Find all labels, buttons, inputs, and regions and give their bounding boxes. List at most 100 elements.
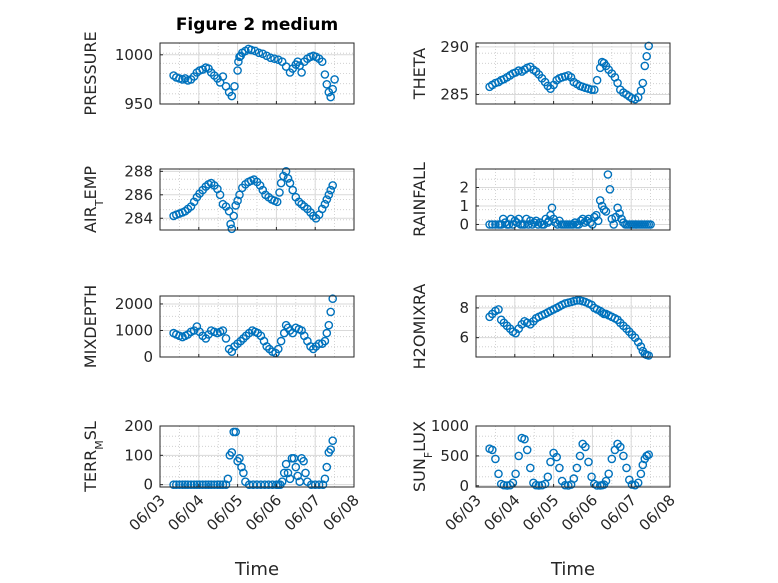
data-point: [636, 86, 646, 95]
data-point: [171, 480, 181, 490]
data-point: [485, 220, 494, 229]
data-point: [195, 480, 204, 490]
data-point: [209, 480, 219, 490]
data-point: [227, 224, 237, 234]
data-point: [599, 205, 609, 214]
data-point: [317, 57, 327, 67]
axes-box: [159, 425, 355, 488]
data-point: [233, 196, 242, 205]
data-point: [575, 451, 585, 461]
x-tick-label: 06/03: [126, 491, 169, 534]
data-point: [494, 305, 503, 314]
y-tick-label: 285: [440, 85, 469, 103]
data-point: [572, 463, 582, 473]
data-point: [227, 91, 237, 101]
data-point: [322, 328, 332, 338]
y-tick-label: 1: [459, 197, 469, 215]
y-tick-label: 0: [459, 215, 469, 233]
data-point: [526, 463, 535, 473]
x-axis-label: Time: [550, 559, 595, 580]
data-point: [644, 41, 654, 51]
data-point: [642, 52, 652, 61]
data-point: [601, 476, 611, 486]
data-point: [324, 320, 334, 330]
data-point: [204, 480, 213, 490]
data-point: [215, 480, 225, 490]
data-point: [317, 339, 327, 349]
data-point: [318, 480, 328, 490]
data-point: [201, 480, 211, 490]
data-point: [616, 442, 625, 452]
data-point: [254, 48, 264, 58]
y-axis-label: PRESSURE: [81, 31, 100, 115]
data-point: [566, 73, 576, 82]
data-point: [604, 469, 614, 479]
x-tick-label: 06/04: [480, 491, 523, 534]
x-tick-label: 06/08: [320, 491, 363, 534]
x-tick-label: 06/05: [519, 491, 562, 534]
data-point: [326, 307, 336, 317]
data-point: [239, 334, 248, 343]
data-point: [227, 448, 237, 457]
data-point: [255, 181, 265, 190]
data-point: [320, 474, 330, 484]
data-point: [233, 66, 242, 75]
data-point: [297, 68, 306, 77]
data-point: [324, 190, 334, 200]
data-point: [221, 334, 231, 343]
data-point: [237, 462, 246, 472]
x-tick-label: 06/07: [281, 491, 324, 534]
data-point: [262, 342, 272, 351]
x-tick-label: 06/04: [164, 491, 207, 534]
data-point: [520, 434, 529, 444]
data-point: [235, 190, 244, 200]
axes-box: [475, 425, 671, 488]
data-point: [638, 78, 648, 88]
data-point: [584, 457, 593, 467]
y-axis-label: H2OMIXRA: [410, 284, 429, 370]
data-point: [328, 294, 338, 304]
data-point: [322, 80, 332, 89]
data-point: [328, 84, 338, 94]
data-point: [552, 452, 562, 462]
data-point: [613, 203, 622, 213]
data-point: [644, 351, 654, 360]
data-point: [581, 442, 590, 452]
x-axis-label: Time: [234, 559, 279, 580]
y-tick-label: 6: [459, 329, 469, 347]
data-point: [246, 45, 256, 55]
data-point: [636, 342, 646, 351]
data-point: [622, 463, 631, 473]
y-tick-label: 2000: [115, 295, 153, 313]
data-point: [326, 445, 336, 454]
data-point: [601, 207, 611, 216]
data-point: [619, 451, 628, 461]
axes-box: [159, 295, 355, 358]
axes-box: [475, 42, 671, 105]
data-point: [291, 462, 301, 472]
data-point: [320, 336, 330, 346]
data-point: [320, 199, 330, 209]
data-point: [221, 480, 231, 490]
data-point: [281, 459, 291, 469]
data-point: [603, 170, 613, 179]
data-point: [301, 468, 310, 478]
data-point: [180, 206, 190, 216]
data-point: [308, 211, 318, 221]
data-point: [320, 70, 330, 79]
data-point: [326, 92, 336, 102]
data-point: [218, 72, 228, 81]
data-point: [546, 457, 555, 467]
y-tick-label: 500: [440, 447, 469, 465]
data-point: [235, 453, 244, 463]
figure-title: Figure 2 medium: [176, 15, 338, 35]
data-point: [285, 178, 295, 188]
data-point: [322, 462, 332, 472]
data-point: [279, 468, 289, 478]
data-point: [218, 326, 228, 335]
data-point: [533, 220, 543, 229]
y-tick-label: 1000: [431, 417, 469, 435]
data-point: [569, 474, 579, 483]
